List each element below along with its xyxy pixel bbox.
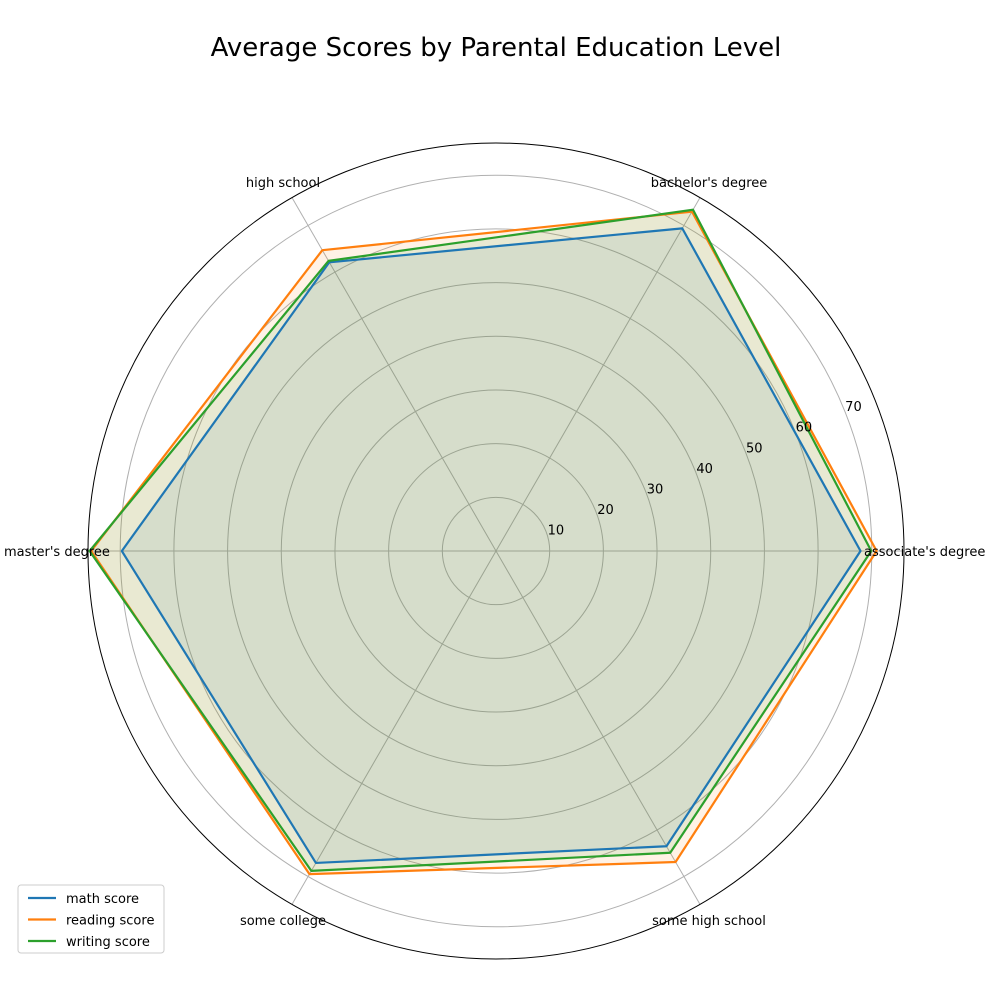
grid-spoke	[291, 550, 497, 905]
outer-frame	[87, 142, 905, 960]
category-label: some college	[240, 914, 326, 929]
series-line-writing-score	[88, 208, 873, 872]
series-fill-writing-score	[89, 209, 872, 871]
category-label: associate's degree	[864, 545, 985, 560]
category-label: master's degree	[4, 545, 110, 560]
r-tick-label: 20	[597, 503, 614, 518]
r-tick-label: 10	[548, 523, 565, 538]
label-layer: 10 20 30 40 50 60 70 associate's degree bachelor…	[4, 176, 985, 929]
series-fill-math-score	[121, 228, 861, 863]
legend-label: writing score	[66, 935, 150, 950]
chart-title: Average Scores by Parental Education Lev…	[211, 33, 782, 63]
r-tick-label: 70	[845, 400, 862, 415]
series-fill-reading-score	[91, 211, 877, 875]
grid-spoke	[291, 197, 497, 552]
radial-grid	[87, 142, 905, 960]
series-layer	[88, 208, 878, 876]
r-tick-label: 60	[796, 421, 813, 436]
series-line-reading-score	[90, 210, 878, 876]
category-label: high school	[246, 176, 320, 191]
grid-spoke	[495, 197, 701, 552]
legend-label: math score	[66, 892, 139, 907]
r-tick-label: 30	[647, 482, 664, 497]
r-tick-label: 50	[746, 441, 763, 456]
category-label: bachelor's degree	[651, 176, 768, 191]
category-label: some high school	[652, 914, 766, 929]
legend-frame	[17, 884, 165, 954]
series-line-math-score	[120, 227, 862, 865]
r-tick-label: 40	[696, 462, 713, 477]
legend: math score reading score writing score	[17, 884, 165, 954]
legend-label: reading score	[66, 914, 154, 929]
